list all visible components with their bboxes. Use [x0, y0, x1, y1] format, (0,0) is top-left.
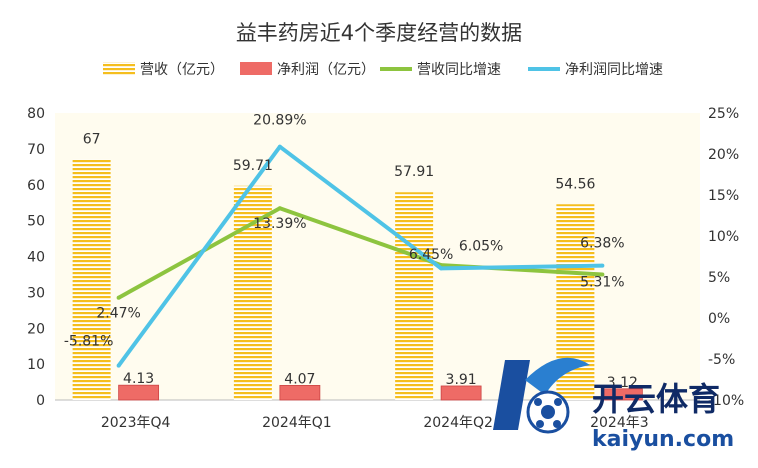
line-data-label: 20.89%	[253, 113, 306, 129]
y-left-tick-label: 0	[36, 393, 45, 409]
bar-net-profit	[601, 388, 643, 401]
y-axis-left: 0 10 20 30 40 50 60 70 80	[27, 106, 45, 409]
line-data-label: 13.39%	[253, 216, 306, 232]
line-data-label: 6.05%	[459, 238, 503, 254]
bar-net-profit	[118, 384, 160, 401]
plot-background	[55, 113, 700, 400]
y-left-tick-label: 50	[27, 214, 45, 230]
chart-title: 益丰药房近4个季度经营的数据	[236, 21, 522, 45]
line-point	[277, 206, 282, 211]
bar-net-profit-label: 4.07	[284, 371, 315, 387]
bar-net-profit-label: 3.12	[607, 375, 638, 391]
line-point	[116, 295, 121, 300]
line-point	[116, 363, 121, 368]
y-left-tick-label: 40	[27, 250, 45, 266]
bar-revenue-label: 57.91	[394, 164, 434, 180]
bar-net-profit	[279, 384, 321, 401]
y-right-tick-label: -10%	[708, 393, 744, 409]
y-left-tick-label: 70	[27, 142, 45, 158]
legend: 营收（亿元） 净利润（亿元） 营收同比增速 净利润同比增速	[103, 62, 663, 78]
line-data-label: 6.38%	[580, 236, 624, 252]
line-data-label: -5.81%	[64, 334, 114, 350]
legend-label: 净利润（亿元）	[277, 62, 375, 78]
bar-net-profit-label: 4.13	[123, 371, 154, 387]
bar-net-profit	[440, 385, 482, 401]
y-right-tick-label: 5%	[708, 270, 730, 286]
y-left-tick-label: 20	[27, 321, 45, 337]
line-point	[439, 266, 444, 271]
bar-revenue-label: 67	[83, 132, 101, 148]
lines	[116, 144, 605, 368]
y-right-tick-label: 25%	[708, 106, 739, 122]
legend-label: 营收同比增速	[417, 62, 501, 78]
y-right-tick-label: 10%	[708, 229, 739, 245]
bar-revenue-label: 59.71	[233, 158, 273, 174]
watermark-logo: 开云体育 kaiyun.com	[493, 357, 734, 452]
y-right-tick-label: -5%	[708, 352, 735, 368]
x-tick-label: 2024年Q1	[262, 415, 332, 431]
legend-label: 净利润同比增速	[565, 62, 663, 78]
y-right-tick-label: 0%	[708, 311, 730, 327]
watermark-url: kaiyun.com	[592, 427, 734, 452]
y-right-tick-label: 15%	[708, 188, 739, 204]
y-left-tick-label: 60	[27, 178, 45, 194]
watermark-brand: 开云体育	[592, 380, 720, 418]
line-data-label: 5.31%	[580, 274, 624, 290]
line-point	[600, 272, 605, 277]
line-data-label: 2.47%	[96, 306, 140, 322]
x-tick-label: 2024年Q2	[423, 415, 493, 431]
y-left-tick-label: 30	[27, 285, 45, 301]
bar-revenue	[72, 159, 111, 400]
line-point	[600, 263, 605, 268]
line-data-label: 6.45%	[409, 247, 453, 263]
y-right-tick-label: 20%	[708, 147, 739, 163]
y-left-tick-label: 10	[27, 357, 45, 373]
x-tick-label: 2023年Q4	[101, 415, 171, 431]
bar-revenue	[395, 192, 434, 400]
legend-swatch	[103, 62, 135, 75]
line-series	[117, 144, 603, 367]
legend-swatch	[240, 62, 272, 75]
y-axis-right: -10% -5% 0% 5% 10% 15% 20% 25%	[708, 106, 744, 409]
x-tick-label: 2024年3	[590, 415, 649, 431]
legend-label: 营收（亿元）	[140, 62, 224, 78]
bar-net-profit-label: 3.91	[446, 372, 477, 388]
bar-revenue-label: 54.56	[555, 176, 595, 192]
line-point	[277, 144, 282, 149]
y-left-tick-label: 80	[27, 106, 45, 122]
data-labels: 67 4.13 59.71 4.07 57.91 3.91 54.56 3.12 2.47% 13…	[64, 113, 638, 391]
